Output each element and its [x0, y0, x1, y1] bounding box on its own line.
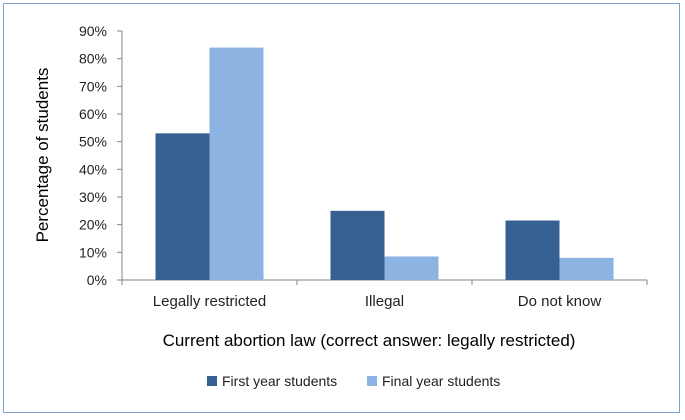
x-category-label: Illegal — [365, 293, 404, 310]
y-tick-label: 90% — [79, 23, 107, 39]
legend-swatch — [207, 376, 217, 386]
bar-final-year — [559, 257, 614, 280]
y-tick-label: 20% — [79, 217, 107, 233]
y-tick-label: 50% — [79, 134, 107, 150]
legend-swatch — [367, 376, 377, 386]
y-tick-label: 70% — [79, 78, 107, 94]
chart-frame — [3, 3, 680, 413]
legend-label: First year students — [222, 373, 337, 389]
bar-first-year — [330, 210, 385, 280]
y-tick-labels: 0% 10% 20% 30% 40% 50% 60% 70% 80% 90% — [79, 23, 107, 288]
bar-final-year — [384, 256, 439, 280]
y-tick-label: 10% — [79, 244, 107, 260]
bar-first-year — [505, 220, 560, 280]
x-category-labels: Legally restricted Illegal Do not know — [153, 293, 602, 310]
bar-final-year — [209, 47, 264, 280]
x-category-label: Legally restricted — [153, 293, 266, 310]
y-tick-label: 0% — [87, 272, 107, 288]
x-axis-title: Current abortion law (correct answer: le… — [163, 331, 576, 350]
bars — [155, 47, 614, 280]
y-tick-label: 40% — [79, 161, 107, 177]
y-tick-label: 60% — [79, 106, 107, 122]
legend: First year students Final year students — [207, 373, 500, 389]
legend-label: Final year students — [382, 373, 500, 389]
y-axis-title: Percentage of students — [33, 68, 52, 243]
x-category-label: Do not know — [518, 293, 602, 310]
y-tick-label: 80% — [79, 51, 107, 67]
y-tick-label: 30% — [79, 189, 107, 205]
bar-first-year — [155, 133, 210, 280]
